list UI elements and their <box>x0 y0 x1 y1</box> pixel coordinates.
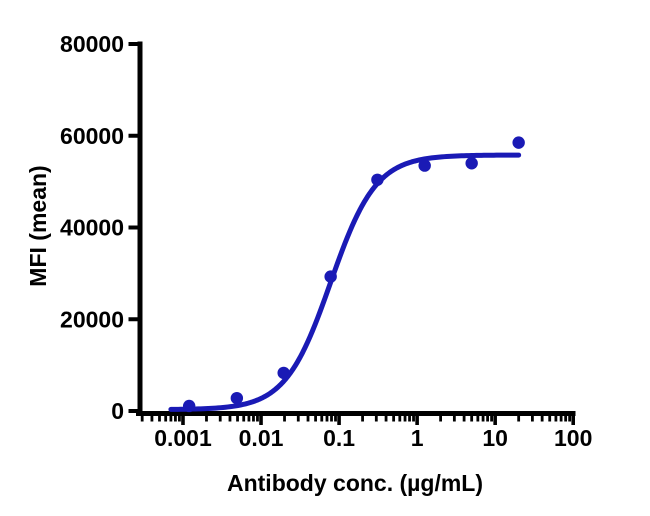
data-point <box>277 366 290 380</box>
data-point <box>418 159 431 172</box>
data-point <box>371 173 384 186</box>
y-tick-label: 20000 <box>60 306 124 332</box>
data-point <box>465 157 478 170</box>
data-point <box>230 391 244 405</box>
y-tick-label: 60000 <box>60 123 124 149</box>
x-tick-label: 0.01 <box>239 425 284 451</box>
x-tick-label: 0.001 <box>154 425 212 451</box>
y-axis-title: MFI (mean) <box>25 165 51 286</box>
data-point <box>512 136 525 149</box>
y-tick-label: 80000 <box>60 31 124 57</box>
plot-area: 0 20000 40000 60000 80000 0.001 0.01 0.1 1 10 100 <box>60 31 592 451</box>
data-point <box>324 270 337 283</box>
y-tick-label: 0 <box>111 398 124 424</box>
fit-curve <box>168 152 522 412</box>
y-tick-label: 40000 <box>60 215 124 241</box>
x-tick-label: 10 <box>482 425 508 451</box>
x-tick-label: 1 <box>411 425 424 451</box>
x-tick-label: 0.1 <box>323 425 355 451</box>
x-tick-label: 100 <box>554 425 592 451</box>
x-axis-title: Antibody conc. (µg/mL) <box>227 470 483 496</box>
data-point <box>182 399 196 413</box>
